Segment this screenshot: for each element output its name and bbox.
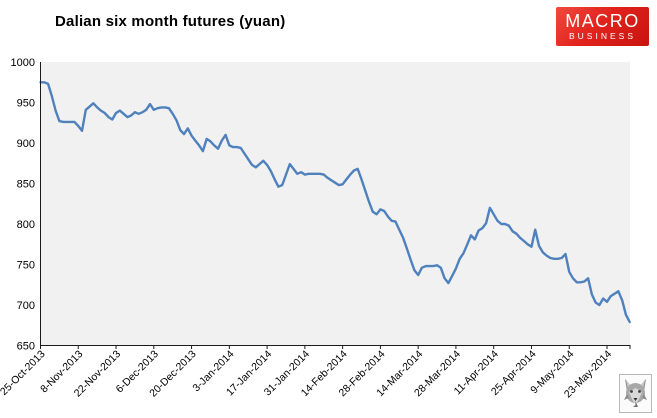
y-axis-labels: 650 700 750 800 850 900 950 1000 [11, 57, 35, 353]
wolf-head-graphic [624, 379, 647, 407]
y-tick-label: 1000 [11, 57, 35, 69]
macrobusiness-logo: MACRO BUSINESS [556, 7, 649, 46]
y-tick-label: 850 [17, 179, 35, 191]
y-tick-label: 650 [17, 341, 35, 353]
wolf-head-icon [619, 374, 652, 413]
axes [40, 62, 631, 346]
price-line [39, 81, 631, 324]
y-tick-label: 750 [17, 260, 35, 272]
logo-text-business: BUSINESS [569, 31, 636, 41]
y-tick-label: 900 [17, 138, 35, 150]
x-axis-labels: 25-Oct-20138-Nov-201322-Nov-20136-Dec-20… [0, 345, 631, 400]
plot-area [41, 62, 630, 345]
logo-text-macro: MACRO [565, 11, 640, 31]
y-tick-label: 800 [17, 219, 35, 231]
y-tick-label: 950 [17, 98, 35, 110]
page-title: Dalian six month futures (yuan) [55, 13, 286, 30]
y-tick-label: 700 [17, 300, 35, 312]
